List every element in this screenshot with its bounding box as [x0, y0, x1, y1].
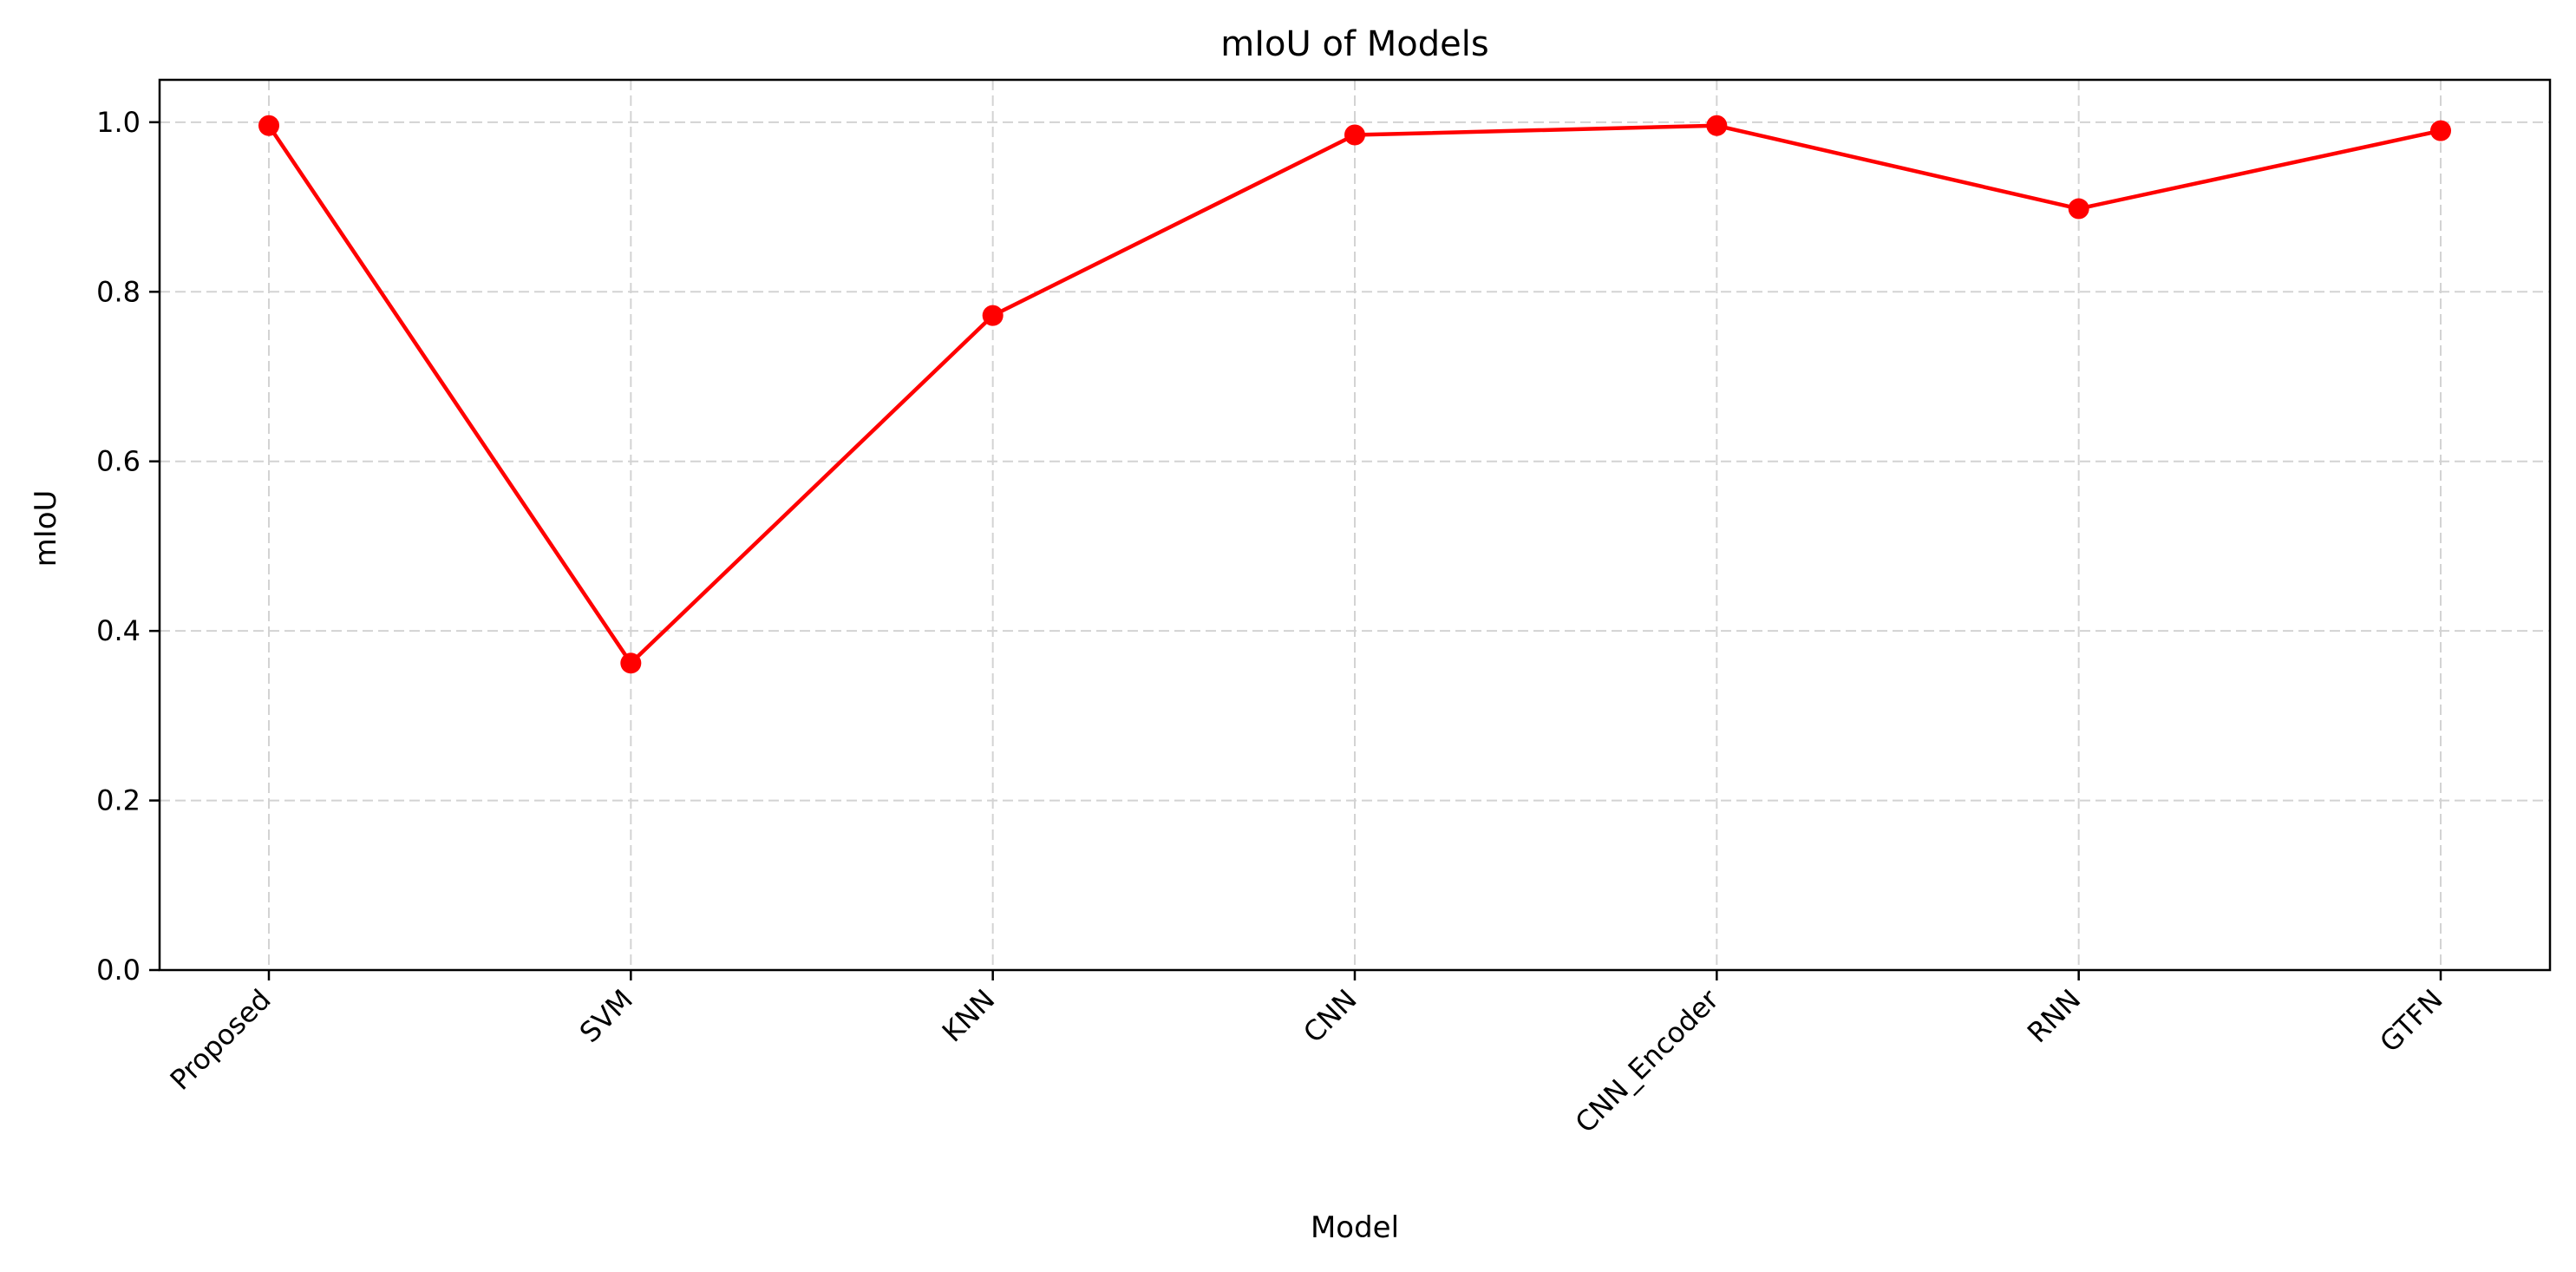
data-point: [1706, 115, 1728, 136]
data-point: [982, 305, 1004, 326]
x-tick-label: KNN: [936, 983, 1002, 1049]
y-tick-label: 0.0: [96, 954, 141, 987]
series: [258, 115, 2451, 674]
data-point: [2430, 120, 2451, 141]
x-tick-label: Proposed: [164, 983, 278, 1097]
x-tick-label: SVM: [573, 983, 639, 1049]
x-tick-label: GTFN: [2373, 983, 2449, 1059]
x-axis-label: Model: [1311, 1210, 1399, 1245]
grid-lines: [160, 80, 2550, 971]
y-tick-label: 0.2: [96, 784, 141, 817]
x-tick-label: CNN: [1297, 983, 1363, 1050]
data-point: [2068, 198, 2089, 220]
ticks: 0.0 0.2 0.4 0.6 0.8 1.0 Proposed SVM KNN CNN CNN_E…: [96, 106, 2449, 1139]
x-tick-label: RNN: [2021, 983, 2087, 1049]
chart-title: mIoU of Models: [1220, 24, 1488, 64]
y-tick-label: 1.0: [96, 106, 141, 139]
x-tick-label: CNN_Encoder: [1569, 982, 1726, 1139]
y-tick-label: 0.8: [96, 275, 141, 308]
y-axis-label: mIoU: [29, 490, 63, 567]
y-tick-label: 0.6: [96, 445, 141, 478]
data-point: [620, 652, 642, 674]
data-point: [258, 115, 279, 136]
data-point: [1344, 124, 1365, 146]
y-tick-label: 0.4: [96, 614, 141, 647]
